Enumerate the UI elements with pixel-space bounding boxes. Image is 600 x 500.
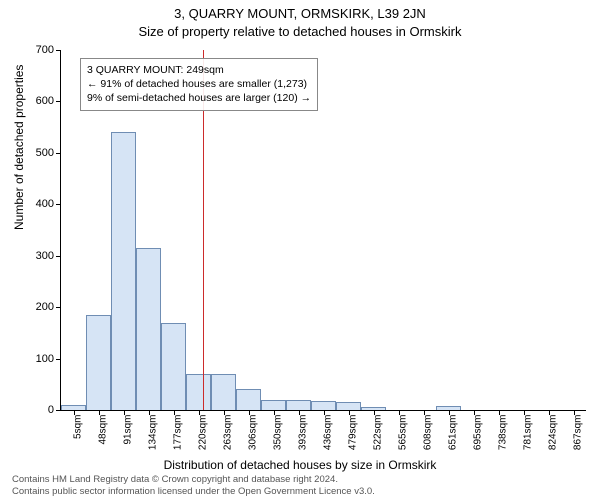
x-tick-label: 263sqm [222, 415, 233, 451]
x-tick-label: 134sqm [147, 415, 158, 451]
y-tick [56, 153, 61, 154]
y-tick-label: 200 [21, 301, 54, 313]
y-tick [56, 101, 61, 102]
credit-text: Contains HM Land Registry data © Crown c… [12, 474, 375, 498]
chart-title-description: Size of property relative to detached ho… [0, 24, 600, 39]
x-tick-label: 781sqm [522, 415, 533, 451]
x-tick-label: 350sqm [272, 415, 283, 451]
histogram-bar [111, 132, 136, 410]
x-tick-label: 824sqm [547, 415, 558, 451]
histogram-bar [261, 400, 286, 410]
x-tick-label: 867sqm [572, 415, 583, 451]
x-tick-label: 306sqm [247, 415, 258, 451]
chart-title-address: 3, QUARRY MOUNT, ORMSKIRK, L39 2JN [0, 6, 600, 21]
credit-line2: Contains public sector information licen… [12, 486, 375, 498]
histogram-bar [211, 374, 236, 410]
y-tick [56, 359, 61, 360]
x-tick-label: 436sqm [322, 415, 333, 451]
annotation-line1: 3 QUARRY MOUNT: 249sqm [87, 63, 311, 77]
x-tick-label: 695sqm [472, 415, 483, 451]
x-tick-label: 220sqm [197, 415, 208, 451]
x-tick-label: 738sqm [497, 415, 508, 451]
y-tick-label: 400 [21, 198, 54, 210]
x-tick-label: 651sqm [447, 415, 458, 451]
histogram-bar [286, 400, 311, 410]
histogram-bar [336, 402, 361, 410]
annotation-line2: ← 91% of detached houses are smaller (1,… [87, 77, 311, 91]
annotation-box: 3 QUARRY MOUNT: 249sqm ← 91% of detached… [80, 58, 318, 111]
plot-area: 01002003004005006007005sqm48sqm91sqm134s… [60, 50, 585, 410]
histogram-bar [161, 323, 186, 410]
histogram-bar [186, 374, 211, 410]
x-tick-label: 608sqm [422, 415, 433, 451]
x-tick-label: 393sqm [297, 415, 308, 451]
x-tick-label: 522sqm [372, 415, 383, 451]
x-tick-label: 565sqm [397, 415, 408, 451]
y-tick [56, 307, 61, 308]
x-tick-label: 5sqm [72, 415, 83, 439]
x-axis-label: Distribution of detached houses by size … [0, 458, 600, 472]
histogram-bar [236, 389, 261, 410]
y-tick [56, 50, 61, 51]
y-tick-label: 700 [21, 44, 54, 56]
histogram-bar [311, 401, 336, 410]
y-tick-label: 600 [21, 95, 54, 107]
x-tick-label: 177sqm [172, 415, 183, 451]
histogram-bar [136, 248, 161, 410]
y-tick [56, 256, 61, 257]
y-tick-label: 300 [21, 250, 54, 262]
y-tick [56, 204, 61, 205]
x-tick-label: 48sqm [97, 415, 108, 445]
y-tick-label: 500 [21, 147, 54, 159]
chart-root: 3, QUARRY MOUNT, ORMSKIRK, L39 2JN Size … [0, 0, 600, 500]
histogram-bar [86, 315, 111, 410]
y-tick-label: 100 [21, 353, 54, 365]
y-tick [56, 410, 61, 411]
y-tick-label: 0 [21, 404, 54, 416]
credit-line1: Contains HM Land Registry data © Crown c… [12, 474, 375, 486]
annotation-line3: 9% of semi-detached houses are larger (1… [87, 91, 311, 105]
x-tick-label: 91sqm [122, 415, 133, 445]
x-tick-label: 479sqm [347, 415, 358, 451]
